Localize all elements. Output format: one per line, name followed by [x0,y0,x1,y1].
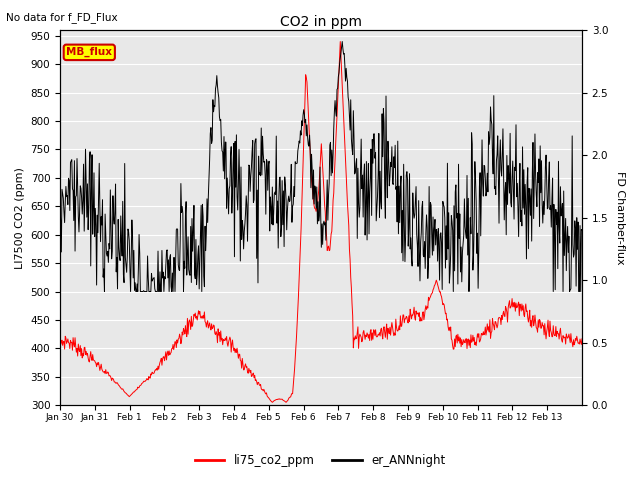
Text: MB_flux: MB_flux [67,47,112,58]
Y-axis label: LI7500 CO2 (ppm): LI7500 CO2 (ppm) [15,167,25,269]
Legend: li75_co2_ppm, er_ANNnight: li75_co2_ppm, er_ANNnight [190,449,450,472]
Y-axis label: FD Chamber-flux: FD Chamber-flux [615,171,625,264]
Text: No data for f_FD_Flux: No data for f_FD_Flux [6,12,118,23]
Title: CO2 in ppm: CO2 in ppm [280,15,362,29]
